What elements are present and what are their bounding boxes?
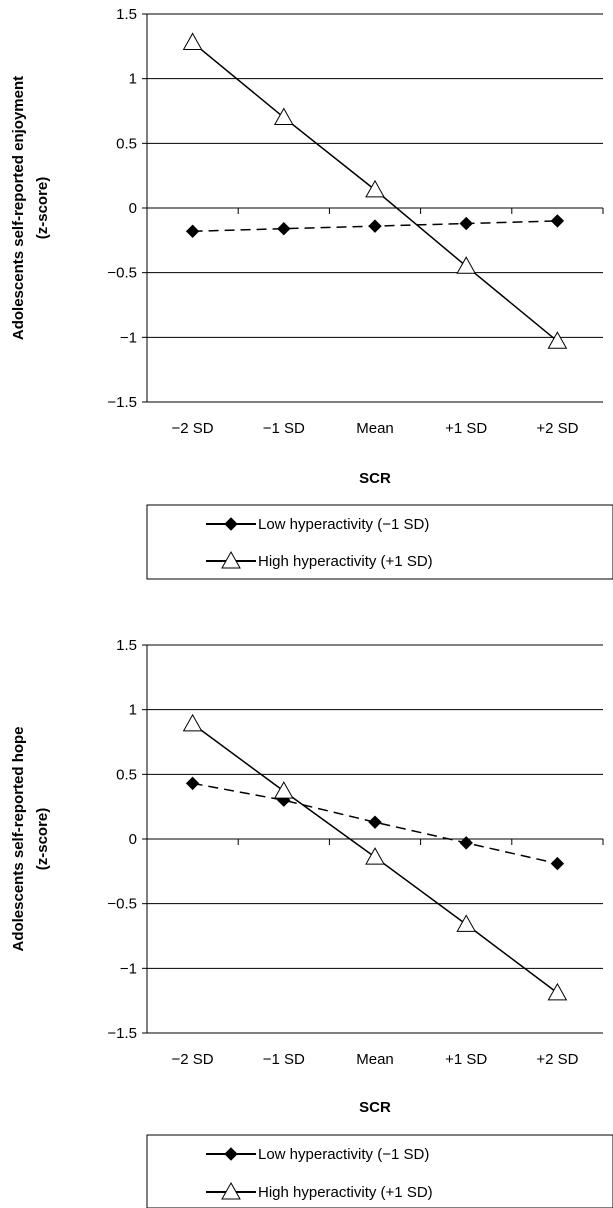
y-axis-title-line1: Adolescents self-reported enjoyment — [10, 76, 27, 340]
y-tick-label: 1.5 — [116, 637, 137, 654]
y-tick-label: −1.5 — [107, 394, 137, 411]
legend-label: Low hyperactivity (−1 SD) — [258, 1146, 429, 1163]
x-tick-label: −1 SD — [263, 1051, 305, 1068]
data-point-diamond — [185, 776, 200, 791]
x-tick-label: +1 SD — [445, 420, 487, 437]
y-tick-label: 1 — [129, 702, 137, 719]
chart-1: 1.5 1 0.5 0 −0.5 −1 −1.5 −2 SD −1 SD Mean +1 SD +2 … — [10, 6, 613, 580]
x-tick-label: +2 SD — [536, 1051, 578, 1068]
legend-label: High hyperactivity (+1 SD) — [258, 1184, 433, 1201]
data-point-diamond — [277, 221, 291, 236]
x-tick-label: +1 SD — [445, 1051, 487, 1068]
x-axis-title: SCR — [359, 1099, 391, 1116]
x-tick-label: −2 SD — [172, 1051, 214, 1068]
y-tick-label: 0 — [129, 200, 137, 217]
data-point-diamond — [224, 517, 238, 531]
data-point-diamond — [224, 1147, 238, 1161]
x-tick-label: Mean — [356, 420, 394, 437]
series-line — [192, 782, 558, 865]
data-point-triangle — [547, 982, 568, 1001]
series-low-hyperactivity — [185, 214, 565, 238]
legend: Low hyperactivity (−1 SD) High hyperactiv… — [146, 1134, 613, 1208]
data-point-triangle — [221, 550, 241, 569]
x-tick-label: Mean — [356, 1051, 394, 1068]
x-tick-label: +2 SD — [536, 420, 578, 437]
data-point-diamond — [459, 216, 473, 231]
y-axis-title-line1: Adolescents self-reported hope — [10, 726, 27, 951]
y-tick-label: 0 — [129, 831, 137, 848]
series-high-hyperactivity — [182, 32, 568, 349]
y-axis-title-line2: (z-score) — [34, 808, 51, 871]
y-tick-label: −0.5 — [107, 265, 137, 282]
x-tick-label: −1 SD — [263, 420, 305, 437]
legend: Low hyperactivity (−1 SD) High hyperactiv… — [146, 504, 613, 580]
data-point-diamond — [368, 219, 382, 233]
data-point-triangle — [456, 914, 477, 932]
legend-label: Low hyperactivity (−1 SD) — [258, 516, 429, 533]
y-tick-label: 1 — [129, 71, 137, 88]
x-axis-title: SCR — [359, 470, 391, 487]
data-point-diamond — [185, 224, 200, 238]
data-point-diamond — [550, 856, 565, 871]
chart-2: 1.5 1 0.5 0 −0.5 −1 −1.5 −2 SD −1 SD Mean +1 SD +2 … — [10, 637, 613, 1208]
x-tick-label: −2 SD — [172, 420, 214, 437]
legend-label: High hyperactivity (+1 SD) — [258, 553, 433, 570]
data-point-triangle — [547, 331, 568, 349]
data-point-triangle — [182, 32, 203, 50]
y-tick-label: −0.5 — [107, 896, 137, 913]
data-point-triangle — [221, 1181, 241, 1200]
y-tick-label: −1.5 — [107, 1025, 137, 1042]
data-point-diamond — [368, 815, 382, 829]
y-tick-label: 0.5 — [116, 135, 137, 152]
data-point-triangle — [456, 256, 477, 274]
series-high-hyperactivity — [182, 713, 568, 1001]
data-point-triangle — [273, 107, 294, 125]
data-point-triangle — [273, 781, 294, 799]
data-point-triangle — [365, 847, 385, 865]
y-tick-label: −1 — [120, 960, 137, 977]
data-point-triangle — [182, 713, 203, 732]
y-tick-label: 1.5 — [116, 6, 137, 23]
data-point-diamond — [459, 836, 473, 850]
data-point-triangle — [365, 179, 385, 198]
data-point-diamond — [550, 214, 565, 228]
y-tick-label: −1 — [120, 329, 137, 346]
y-tick-label: 0.5 — [116, 766, 137, 783]
y-axis-title-line2: (z-score) — [34, 177, 51, 240]
